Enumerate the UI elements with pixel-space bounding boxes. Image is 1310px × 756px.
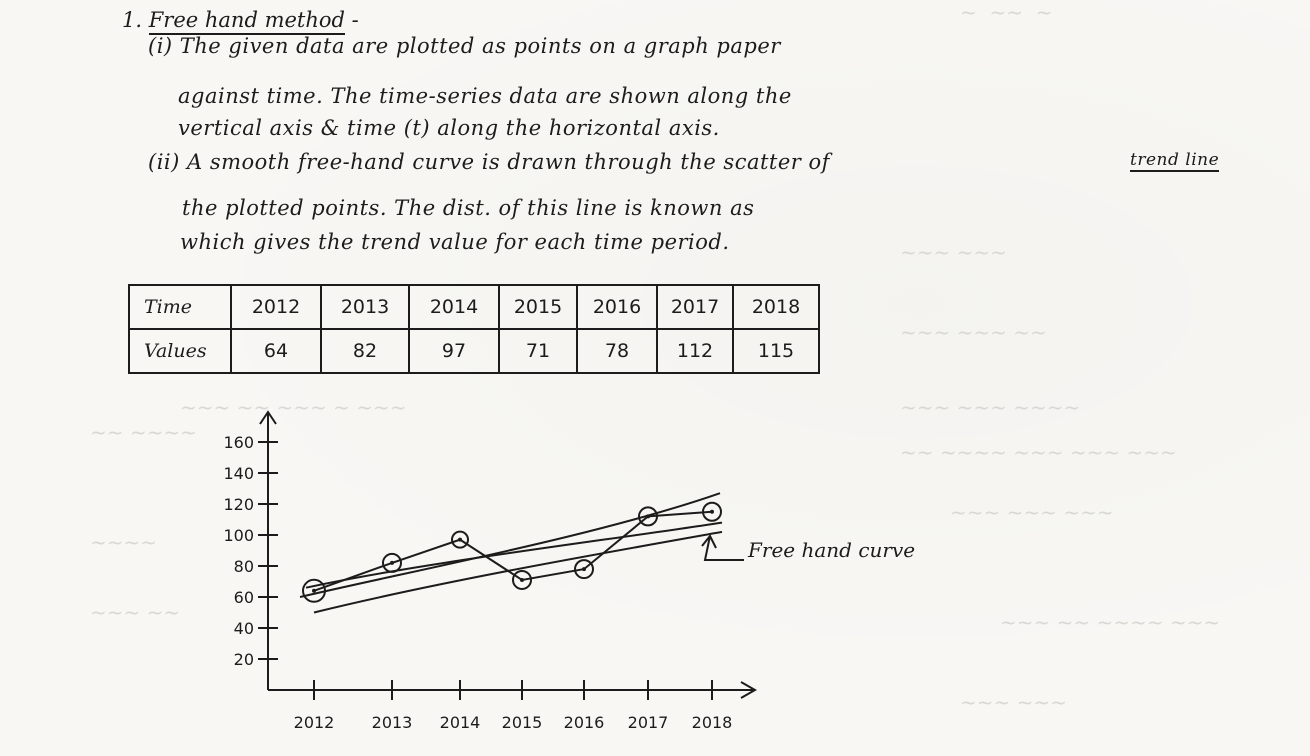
table-header-values: Values — [128, 328, 232, 374]
y-tick-label: 120 — [223, 495, 254, 514]
bleed-through-text: ~~ ~~~~ — [90, 420, 197, 444]
free-hand-curve — [299, 492, 721, 598]
y-axis-arrow — [259, 410, 277, 425]
data-point — [451, 530, 469, 549]
y-tick-label: 100 — [223, 526, 254, 545]
bleed-through-text: ~ ~~ ~ — [960, 0, 1053, 24]
y-tick-label: 80 — [234, 557, 254, 576]
paragraph-line-4: (ii) A smooth free-hand curve is drawn t… — [148, 150, 830, 174]
x-tick-label: 2017 — [628, 713, 669, 732]
table-cell-year: 2015 — [498, 284, 578, 330]
bleed-through-text: ~~~ ~~~ — [900, 240, 1007, 264]
paragraph-line-5: the plotted points. The dist. of this li… — [182, 196, 755, 220]
bleed-through-text: ~~~ ~~ ~~~ ~ ~~~ — [180, 395, 407, 419]
data-point — [638, 506, 658, 527]
table-cell-value: 97 — [408, 328, 500, 374]
y-axis-ticks: 160 140 120 100 80 60 40 20 — [223, 433, 278, 669]
trend-line-text: trend line — [1130, 150, 1220, 172]
table-cell-year: 2014 — [408, 284, 500, 330]
data-point — [302, 578, 326, 603]
table-cell-year: 2018 — [732, 284, 820, 330]
data-series — [302, 501, 722, 603]
data-point — [574, 559, 594, 580]
y-tick-label: 160 — [223, 433, 254, 452]
y-tick-label: 20 — [234, 650, 254, 669]
data-point-dot — [646, 514, 650, 519]
bleed-through-text: ~~~ ~~ ~~~~ ~~~ — [1000, 610, 1221, 634]
trend-line-term: trend line — [1130, 150, 1220, 172]
paragraph-line-3: vertical axis & time (t) along the horiz… — [178, 116, 720, 140]
free-hand-curve-label: Free hand curve — [748, 538, 916, 562]
y-tick-label: 40 — [234, 619, 254, 638]
data-point-dot — [520, 577, 524, 582]
bleed-through-text: ~~ ~~~~ ~~~ ~~~ ~~~ — [900, 440, 1177, 464]
table-header-time: Time — [128, 284, 232, 330]
bleed-through-text: ~~~ ~~~ ~~~ — [950, 500, 1114, 524]
data-point-dot — [582, 567, 586, 572]
table-cell-value: 115 — [732, 328, 820, 374]
y-tick-label: 60 — [234, 588, 254, 607]
table-cell-value: 78 — [576, 328, 658, 374]
table-cell-year: 2017 — [656, 284, 734, 330]
free-hand-curve — [305, 521, 723, 589]
heading-title: Free hand method — [148, 8, 345, 35]
bleed-through-text: ~~~ ~~~ ~~ — [900, 320, 1047, 344]
free-hand-curves — [299, 492, 723, 614]
data-point — [702, 501, 722, 522]
table-cell-value: 64 — [230, 328, 322, 374]
x-tick-label: 2012 — [294, 713, 335, 732]
table-row-time: Time 2012 2013 2014 2015 2016 2017 2018 — [128, 284, 820, 330]
x-tick-label: 2013 — [372, 713, 413, 732]
paragraph-line-4-text: (ii) A smooth free-hand curve is drawn t… — [148, 150, 830, 174]
x-tick-label: 2016 — [564, 713, 605, 732]
table-cell-year: 2016 — [576, 284, 658, 330]
annotation-arrow — [701, 534, 744, 561]
table-cell-year: 2012 — [230, 284, 322, 330]
table-cell-value: 82 — [320, 328, 410, 374]
annotation-arrowhead — [701, 534, 717, 549]
bleed-through-text: ~~~ ~~~ ~~~~ — [900, 395, 1081, 419]
x-axis-ticks: 2012 2013 2014 2015 2016 2017 2018 — [294, 680, 733, 732]
data-point — [512, 569, 532, 590]
section-heading: 1. Free hand method - — [122, 8, 359, 35]
heading-number: 1. — [122, 8, 143, 32]
paragraph-line-1: (i) The given data are plotted as points… — [148, 34, 781, 58]
x-tick-label: 2014 — [440, 713, 481, 732]
data-point-dot — [390, 560, 394, 565]
bleed-through-text: ~~~ ~~ — [90, 600, 181, 624]
data-point-dot — [312, 588, 316, 593]
paragraph-line-2: against time. The time-series data are s… — [178, 84, 792, 108]
annotation-pointer — [703, 535, 744, 561]
x-axis-arrow — [740, 681, 758, 699]
y-tick-label: 140 — [223, 464, 254, 483]
data-point — [382, 552, 402, 573]
data-point-dot — [458, 537, 462, 542]
bleed-through-text: ~~~~ — [90, 530, 158, 554]
table-cell-value: 112 — [656, 328, 734, 374]
table-cell-value: 71 — [498, 328, 578, 374]
free-hand-curve — [313, 530, 723, 614]
paragraph-line-6: which gives the trend value for each tim… — [180, 230, 730, 254]
table-row-values: Values 64 82 97 71 78 112 115 — [128, 328, 820, 374]
chart-axes — [259, 410, 758, 699]
bleed-through-text: ~~~ ~~~ — [960, 690, 1067, 714]
x-tick-label: 2015 — [502, 713, 543, 732]
data-point-dot — [710, 509, 714, 514]
heading-dash: - — [344, 8, 359, 32]
time-series-table: Time 2012 2013 2014 2015 2016 2017 2018 … — [128, 284, 820, 374]
x-tick-label: 2018 — [692, 713, 733, 732]
table-cell-year: 2013 — [320, 284, 410, 330]
